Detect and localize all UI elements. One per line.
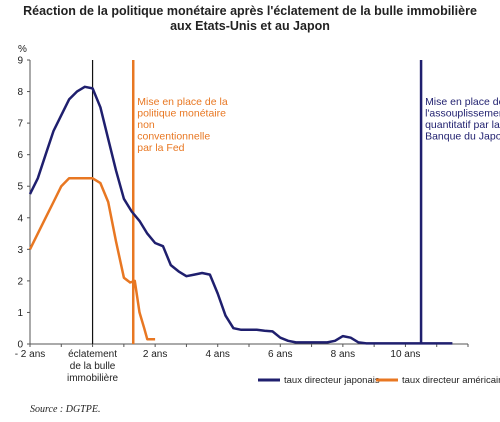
vertical-marker-label: Mise en place de la — [137, 96, 228, 108]
chart-title-line-1: Réaction de la politique monétaire après… — [23, 4, 477, 18]
vertical-marker-label: quantitatif par la — [425, 119, 500, 131]
vertical-marker-label: Mise en place de — [425, 96, 500, 108]
y-tick-label: 7 — [17, 119, 23, 130]
y-tick-label: 1 — [17, 308, 23, 319]
x-tick-label: 2 ans — [143, 349, 167, 360]
y-tick-label: 5 — [17, 182, 23, 193]
y-axis-label: % — [18, 44, 27, 55]
chart-title-line-2: aux Etats-Unis et au Japon — [170, 19, 330, 33]
chart-title: Réaction de la politique monétaire après… — [0, 4, 500, 34]
x-tick-sublabel: immobilière — [67, 373, 119, 384]
y-tick-label: 8 — [17, 87, 23, 98]
legend-label: taux directeur américain — [402, 375, 500, 386]
series-line-japan — [28, 85, 453, 345]
vertical-marker-label: par la Fed — [137, 142, 184, 154]
y-tick-label: 0 — [17, 340, 23, 351]
x-tick-label: éclatement — [68, 349, 117, 360]
y-tick-label: 2 — [17, 276, 23, 287]
vertical-marker-label: conventionnelle — [137, 131, 210, 143]
y-tick-label: 4 — [17, 213, 23, 224]
series-line-us — [28, 177, 156, 341]
y-tick-label: 3 — [17, 245, 23, 256]
vertical-marker-label: non — [137, 119, 155, 131]
legend-label: taux directeur japonais — [284, 375, 380, 386]
x-tick-label: - 2 ans — [15, 349, 46, 360]
x-tick-label: 4 ans — [205, 349, 229, 360]
vertical-marker-label: Banque du Japon — [425, 131, 500, 143]
x-tick-label: 10 ans — [390, 349, 420, 360]
x-tick-label: 8 ans — [331, 349, 355, 360]
x-tick-label: 6 ans — [268, 349, 292, 360]
y-tick-label: 6 — [17, 150, 23, 161]
y-tick-label: 9 — [17, 56, 23, 67]
x-tick-sublabel: de la bulle — [70, 361, 116, 372]
vertical-marker-label: politique monétaire — [137, 108, 226, 120]
source-note: Source : DGTPE. — [30, 404, 101, 415]
vertical-marker-label: l'assouplissement — [425, 108, 500, 120]
